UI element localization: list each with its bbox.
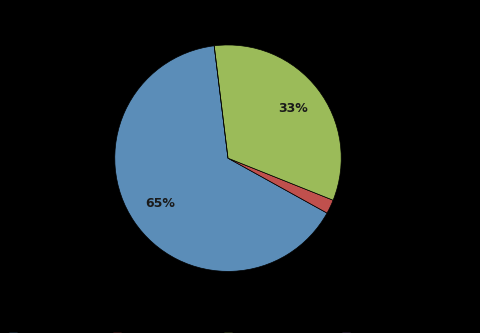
Text: 65%: 65%	[145, 197, 175, 210]
Legend: Wages & Salaries, Employee Benefits, Operating Expenses, Grants & Subsidies: Wages & Salaries, Employee Benefits, Ope…	[5, 328, 451, 333]
Wedge shape	[115, 46, 327, 271]
Text: 33%: 33%	[278, 102, 308, 115]
Wedge shape	[214, 46, 228, 158]
Wedge shape	[214, 45, 341, 200]
Wedge shape	[228, 158, 333, 213]
